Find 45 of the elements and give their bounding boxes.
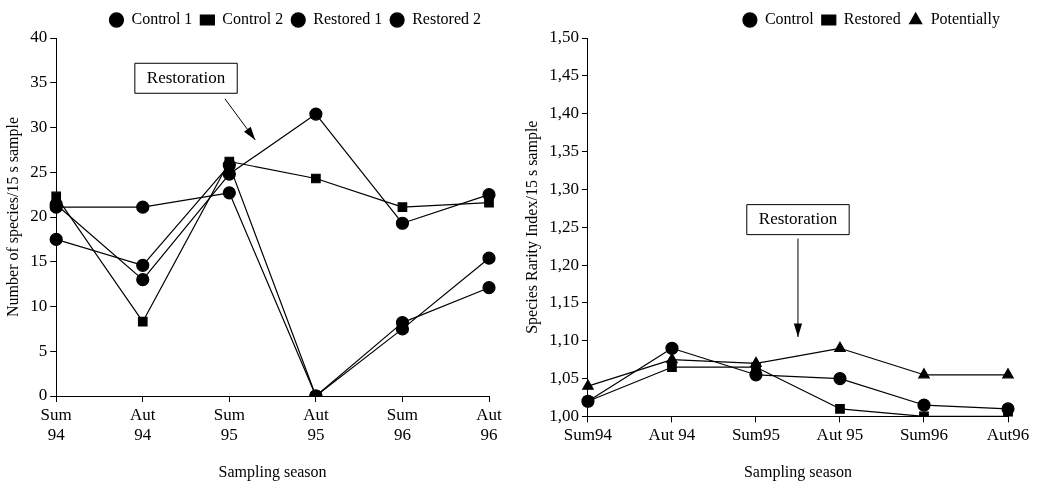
y-tick-label: 1,25 (549, 216, 579, 236)
x-tick-label: Aut 95 (816, 425, 864, 445)
y-tick-label: 40 (30, 27, 48, 47)
x-tick-label: Aut 96 (476, 404, 503, 445)
x-tick-label: Sum 94 (40, 404, 72, 445)
y-tick-label: 1,50 (549, 27, 579, 47)
y-tick-label: 30 (30, 116, 48, 136)
annotation: Restoration (146, 67, 226, 87)
y-tick-label: 15 (30, 251, 48, 271)
x-tick-label: Aut 94 (648, 425, 696, 445)
x-tick-label: Sum94 (563, 425, 613, 445)
x-tick-label: Aut 94 (130, 404, 156, 445)
y-tick-label: 1,40 (549, 103, 579, 123)
y-tick-label: 5 (38, 340, 48, 360)
legend-label: Restored (843, 10, 901, 28)
legend-label: Control 2 (222, 10, 284, 28)
legend-label: Restored 2 (412, 10, 481, 28)
y-tick-label: 10 (30, 295, 48, 315)
legend-label: Restored 1 (313, 10, 383, 28)
y-tick-label: 0 (38, 385, 48, 405)
y-tick-label: 20 (30, 206, 48, 226)
y-axis-title: Species Rarity Index/15 s sample (522, 120, 541, 334)
y-tick-label: 1,20 (549, 254, 579, 274)
x-axis-title: Sampling season (218, 462, 327, 481)
y-tick-label: 1,30 (549, 178, 579, 198)
y-tick-label: 1,05 (549, 368, 579, 388)
y-tick-label: 1,45 (549, 65, 579, 85)
y-tick-label: 1,15 (549, 292, 579, 312)
y-tick-label: 25 (30, 161, 48, 181)
legend-label: Control (764, 10, 815, 28)
x-tick-label: Aut96 (986, 425, 1030, 445)
x-axis-title: Sampling season (743, 462, 852, 481)
y-tick-label: 35 (30, 72, 48, 92)
annotation: Restoration (758, 209, 838, 229)
y-axis-title: Number of species/15 s sample (3, 117, 22, 317)
x-tick-label: Sum96 (899, 425, 949, 445)
y-tick-label: 1,00 (549, 405, 579, 425)
x-tick-label: Sum 96 (386, 404, 419, 445)
y-tick-label: 1,35 (549, 140, 579, 160)
x-tick-label: Sum95 (731, 425, 781, 445)
x-tick-label: Sum 95 (213, 404, 245, 445)
legend-label: Control 1 (131, 10, 193, 28)
legend-label: Potentially (930, 10, 1000, 29)
x-tick-label: Aut 95 (303, 404, 329, 445)
y-tick-label: 1,10 (549, 330, 579, 350)
